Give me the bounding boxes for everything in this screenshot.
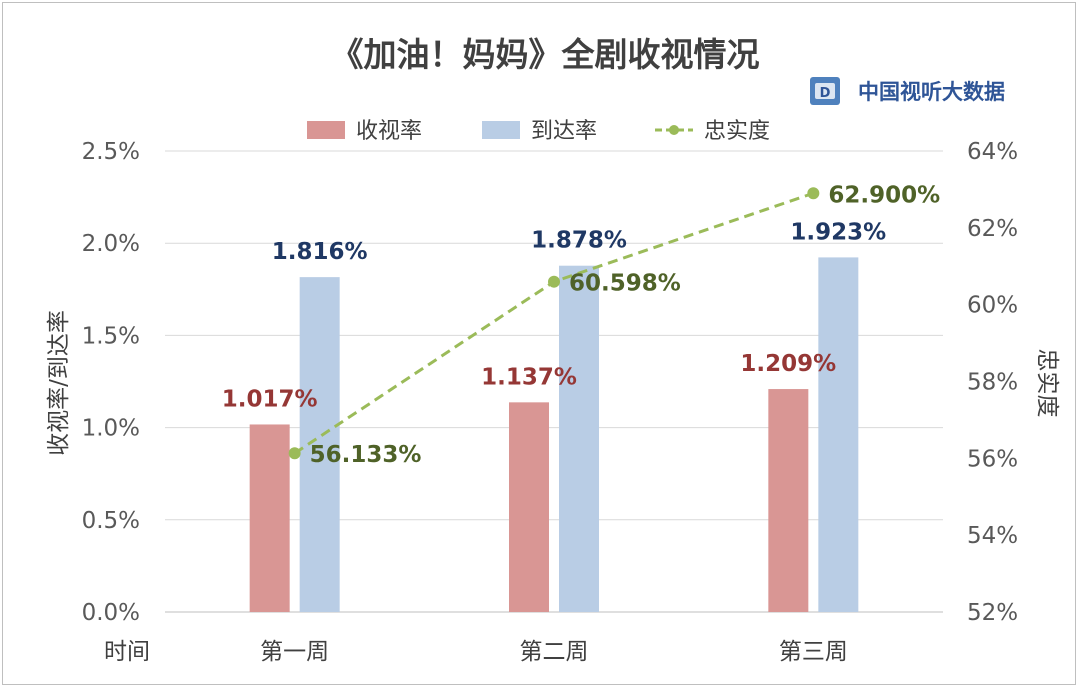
y-left-tick-label: 2.0%	[82, 231, 140, 257]
x-axis-title: 时间	[104, 639, 150, 665]
data-label-rating: 1.017%	[222, 386, 318, 412]
y-left-tick-labels: 0.0% 0.5% 1.0% 1.5% 2.0% 2.5%	[82, 139, 140, 626]
loyalty-point	[288, 447, 301, 460]
data-label-reach: 1.923%	[790, 219, 886, 245]
loyalty-point	[548, 275, 560, 288]
data-label-reach: 1.878%	[531, 228, 627, 254]
legend-label-loyalty: 忠实度	[704, 119, 770, 144]
legend-swatch-reach	[482, 121, 520, 139]
y-left-tick-label: 1.0%	[82, 416, 140, 442]
data-label-rating: 1.209%	[740, 351, 836, 377]
bar-reach	[818, 257, 859, 612]
brand-name: 中国视听大数据	[858, 79, 1005, 104]
svg-text:D: D	[820, 86, 831, 101]
x-category-label: 第一周	[260, 639, 329, 665]
data-label-rating: 1.137%	[481, 364, 577, 390]
bar-rating	[768, 389, 809, 612]
y-right-tick-label: 56%	[967, 446, 1018, 472]
y-left-tick-label: 1.5%	[82, 323, 140, 349]
bar-rating	[509, 402, 549, 612]
chart-title: 《加油！妈妈》全剧收视情况	[331, 35, 760, 74]
x-category-label: 第二周	[520, 639, 589, 665]
y-right-tick-label: 62%	[967, 216, 1018, 242]
brand-logo-icon: D	[810, 77, 840, 105]
y-right-tick-label: 64%	[967, 139, 1018, 165]
legend-label-reach: 到达率	[531, 119, 597, 144]
legend-swatch-rating	[307, 121, 345, 139]
data-label-reach: 1.816%	[272, 239, 368, 265]
y-right-tick-label: 58%	[967, 370, 1018, 396]
bar-reach	[299, 277, 340, 612]
legend-label-rating: 收视率	[356, 119, 422, 144]
y-right-tick-label: 60%	[967, 293, 1018, 319]
y-left-tick-label: 0.5%	[82, 508, 140, 534]
bar-rating	[249, 424, 290, 612]
y-right-axis-title: 忠实度	[1034, 349, 1060, 418]
y-right-tick-label: 52%	[967, 600, 1018, 626]
legend: 收视率 到达率 忠实度	[307, 119, 770, 144]
bar-series	[249, 257, 859, 612]
x-category-labels: 第一周 第二周 第三周	[260, 639, 848, 665]
data-labels: 1.017% 1.137% 1.209% 1.816% 1.878% 1.923% 56.1…	[222, 182, 940, 468]
x-category-label: 第三周	[779, 639, 848, 665]
data-label-loyalty: 56.133%	[310, 442, 422, 468]
data-label-loyalty: 60.598%	[569, 271, 681, 297]
y-right-tick-label: 54%	[967, 523, 1018, 549]
y-left-axis-title: 收视率/到达率	[46, 310, 72, 456]
y-right-tick-labels: 52% 54% 56% 58% 60% 62% 64%	[967, 139, 1018, 626]
bar-reach	[559, 265, 599, 612]
y-left-tick-label: 0.0%	[82, 600, 140, 626]
y-left-tick-label: 2.5%	[82, 139, 140, 165]
data-label-loyalty: 62.900%	[828, 182, 940, 208]
loyalty-point	[807, 187, 820, 200]
loyalty-line-series	[288, 187, 820, 460]
gridlines	[165, 150, 943, 613]
